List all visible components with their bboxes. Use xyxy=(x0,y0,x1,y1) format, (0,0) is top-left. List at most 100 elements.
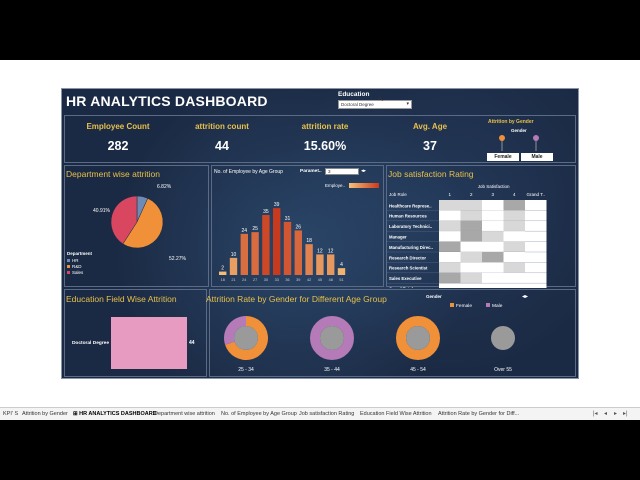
legend-item[interactable]: R&D xyxy=(67,264,83,270)
bar-data-label: 4 xyxy=(340,262,343,268)
bar-age-36[interactable] xyxy=(283,221,292,275)
heatmap-cell[interactable] xyxy=(503,252,526,263)
heatmap-cell[interactable] xyxy=(460,272,483,284)
male-dot[interactable] xyxy=(533,135,539,141)
bar-age-30[interactable] xyxy=(262,215,270,275)
first-sheet-icon[interactable]: |◂ xyxy=(593,411,598,417)
heatmap-cell[interactable] xyxy=(439,272,461,284)
donut-empty[interactable] xyxy=(491,326,515,350)
bar-age-33[interactable] xyxy=(273,208,281,275)
heatmap-cell[interactable] xyxy=(460,210,483,221)
heatmap-cell[interactable] xyxy=(503,220,526,232)
education-field-panel: Education Field Wise Attrition Doctoral … xyxy=(64,289,207,377)
heatmap-cell[interactable] xyxy=(460,262,483,273)
gender-female-chip[interactable]: Female xyxy=(487,153,519,161)
department-legend-title: Department xyxy=(67,251,93,256)
heatmap-cell[interactable] xyxy=(482,262,504,273)
pie-label-rd: 52.27% xyxy=(169,256,187,262)
heatmap-cell[interactable] xyxy=(460,241,483,252)
gender-legend: Female Male xyxy=(450,294,516,312)
x-tick-label: 33 xyxy=(275,278,279,282)
heatmap-cell[interactable] xyxy=(439,241,461,252)
heatmap-cell[interactable] xyxy=(503,272,526,284)
heatmap-cell[interactable] xyxy=(503,231,526,242)
donut-female-slice[interactable] xyxy=(225,316,268,360)
heatmap-cell[interactable] xyxy=(439,231,461,242)
sheet-tab[interactable]: Education Field Wise Attrition xyxy=(360,411,432,417)
heatmap-cell[interactable] xyxy=(503,262,526,273)
heatmap-cell[interactable] xyxy=(439,210,461,221)
female-dot[interactable] xyxy=(499,135,505,141)
sheet-tab[interactable]: Job satisfaction Rating xyxy=(299,411,354,417)
heatmap-cell[interactable] xyxy=(503,200,526,211)
bar-data-label: 2 xyxy=(221,266,224,272)
last-sheet-icon[interactable]: ▸| xyxy=(623,411,628,417)
heatmap-cell[interactable] xyxy=(503,241,526,252)
x-tick-label: 27 xyxy=(253,278,257,282)
heatmap-cell[interactable] xyxy=(482,220,504,232)
bar-data-label: 26 xyxy=(296,224,302,230)
sheet-tab[interactable]: Attrition Rate by Gender for Diff... xyxy=(438,411,519,417)
heatmap-cell[interactable] xyxy=(482,252,504,263)
bar-data-label: 18 xyxy=(306,238,312,244)
bar-age-48[interactable] xyxy=(327,254,335,275)
bar-age-45[interactable] xyxy=(316,254,324,275)
bar-age-39[interactable] xyxy=(294,230,302,275)
pie-slice-sales[interactable] xyxy=(110,195,138,245)
heatmap-row-label: Research Director xyxy=(389,255,426,260)
donut-hole xyxy=(320,326,344,350)
bar-age-24[interactable] xyxy=(240,233,248,275)
donut-male-ring[interactable] xyxy=(310,316,354,360)
bar-age-27[interactable] xyxy=(251,232,259,275)
gender-legend-item[interactable]: Female xyxy=(450,303,472,309)
donut-hole xyxy=(406,326,430,350)
letterbox-top xyxy=(0,0,640,60)
legend-item[interactable]: HR xyxy=(67,258,83,264)
heatmap-row-label: Manufacturing Direc.. xyxy=(389,245,433,250)
heatmap-cell[interactable] xyxy=(482,210,504,221)
pie-slice-rd[interactable] xyxy=(122,198,164,249)
prev-sheet-icon[interactable]: ◂ xyxy=(604,411,608,417)
heatmap-cell[interactable] xyxy=(482,272,504,284)
legend-item[interactable]: Sales xyxy=(67,270,83,276)
sheet-tab-label: Education Field Wise Attrition xyxy=(360,411,432,417)
heatmap-cell[interactable] xyxy=(439,262,461,273)
bar-age-18[interactable] xyxy=(219,271,227,275)
next-sheet-icon[interactable]: ▸ xyxy=(614,411,618,417)
legend-label: R&D xyxy=(72,264,82,269)
parameter-input[interactable]: 3 xyxy=(325,168,359,175)
legend-label: Female xyxy=(456,304,472,309)
sheet-tab[interactable]: KPI' S xyxy=(3,411,18,417)
gender-legend-item[interactable]: Male xyxy=(486,303,502,309)
heatmap-cell[interactable] xyxy=(439,220,461,232)
heatmap-cell[interactable] xyxy=(482,200,504,211)
heatmap-cell[interactable] xyxy=(482,231,504,242)
sheet-tab[interactable]: ⊞ HR ANALYTICS DASHBOARD xyxy=(73,411,157,417)
donut-female-ring[interactable] xyxy=(396,316,440,360)
sheet-tab[interactable]: No. of Employee by Age Group xyxy=(221,411,297,417)
x-tick-label: 48 xyxy=(329,278,333,282)
heatmap-cell[interactable] xyxy=(460,252,483,263)
donut-male-slice[interactable] xyxy=(224,316,246,345)
heatmap-cell[interactable] xyxy=(439,252,461,263)
sheet-tab[interactable]: Department wise attrition xyxy=(154,411,215,417)
parameter-label: Paramet.. xyxy=(300,169,322,174)
heatmap-cell[interactable] xyxy=(482,241,504,252)
sheet-tab-label: Attrition by Gender xyxy=(22,411,68,417)
bar-age-21[interactable] xyxy=(229,257,238,275)
heatmap-cell[interactable] xyxy=(503,210,526,221)
education-bar-doctoral-degree[interactable] xyxy=(111,317,187,369)
heatmap-cell[interactable] xyxy=(460,200,483,211)
legend-swatch xyxy=(67,265,70,268)
sheet-tab[interactable]: Attrition by Gender xyxy=(22,411,68,417)
legend-scroll-icon[interactable]: ◂▸ xyxy=(522,294,529,300)
heatmap-cell[interactable] xyxy=(439,200,461,211)
gender-male-chip[interactable]: Male xyxy=(521,153,553,161)
heatmap-column-label: 4 xyxy=(513,192,516,197)
parameter-stepper-icon[interactable]: ◂▸ xyxy=(361,168,367,174)
bar-age-42[interactable] xyxy=(305,244,313,275)
heatmap-cell[interactable] xyxy=(460,231,483,242)
education-filter-select[interactable]: Doctoral Degree ▾ xyxy=(338,100,412,109)
heatmap-cell[interactable] xyxy=(460,220,483,232)
bar-age-51[interactable] xyxy=(337,268,346,275)
